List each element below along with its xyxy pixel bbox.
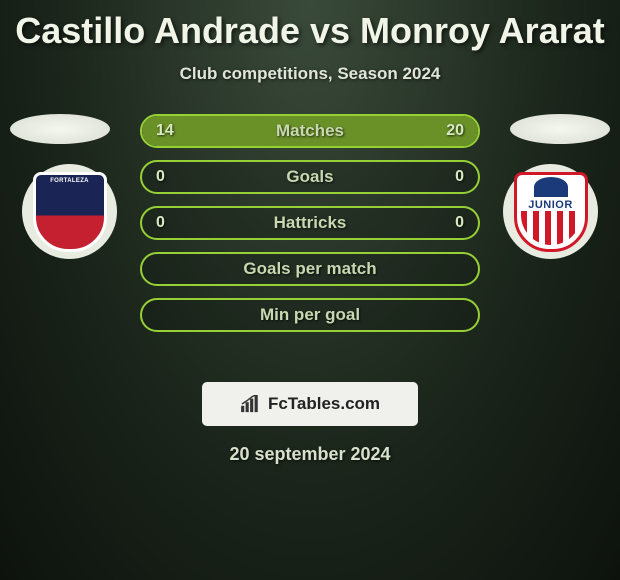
- date-label: 20 september 2024: [0, 444, 620, 465]
- stat-label: Goals: [286, 167, 333, 187]
- stat-label: Goals per match: [243, 259, 376, 279]
- brand-box: FcTables.com: [202, 382, 418, 426]
- comparison-panel: 14 20 Matches 0 0 Goals 0 0 Hattricks Goals per m…: [0, 114, 620, 374]
- stat-label: Min per goal: [260, 305, 360, 325]
- stat-value-right: 0: [455, 214, 464, 232]
- stat-bar: Min per goal: [140, 298, 480, 332]
- page-title: Castillo Andrade vs Monroy Ararat: [0, 0, 620, 52]
- page-subtitle: Club competitions, Season 2024: [0, 64, 620, 84]
- brand-chart-icon: [240, 395, 262, 413]
- stat-value-right: 0: [455, 168, 464, 186]
- club-logo-fortaleza: [33, 172, 107, 252]
- stat-bar: 0 0 Goals: [140, 160, 480, 194]
- club-logo-junior: [514, 172, 588, 252]
- stat-label: Hattricks: [274, 213, 347, 233]
- club-badge-left: [22, 164, 117, 259]
- club-badge-right: [503, 164, 598, 259]
- player-ellipse-left: [10, 114, 110, 144]
- stat-value-right: 20: [446, 122, 464, 140]
- stat-bar: 0 0 Hattricks: [140, 206, 480, 240]
- stat-value-left: 0: [156, 168, 165, 186]
- stat-bar: Goals per match: [140, 252, 480, 286]
- club-logo-stripes: [521, 211, 581, 245]
- stat-bars: 14 20 Matches 0 0 Goals 0 0 Hattricks Goals per m…: [140, 114, 480, 344]
- stat-value-left: 14: [156, 122, 174, 140]
- stat-label: Matches: [276, 121, 344, 141]
- stat-bar: 14 20 Matches: [140, 114, 480, 148]
- stat-value-left: 0: [156, 214, 165, 232]
- player-ellipse-right: [510, 114, 610, 144]
- brand-text: FcTables.com: [268, 394, 380, 414]
